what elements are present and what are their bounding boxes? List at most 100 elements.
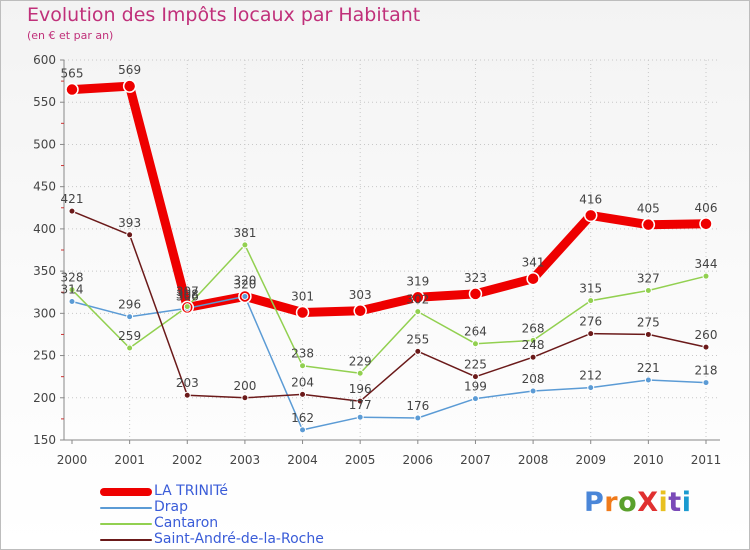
data-point	[299, 426, 307, 434]
data-point	[526, 271, 540, 286]
legend-swatch-cantaron	[100, 523, 152, 525]
data-point	[471, 373, 479, 381]
logo-letter: P	[584, 487, 605, 518]
data-point	[126, 344, 134, 352]
data-label: 276	[579, 315, 602, 329]
logo-letter: t	[668, 487, 682, 518]
data-point	[353, 304, 367, 318]
y-tick-label: 350	[33, 264, 56, 278]
data-point	[126, 231, 134, 239]
data-label: 203	[176, 376, 199, 390]
x-tick-label: 2002	[172, 453, 203, 467]
data-label: 200	[233, 379, 256, 393]
y-tick-label: 450	[33, 180, 56, 194]
data-label: 259	[118, 329, 141, 343]
logo-letter: i	[681, 487, 692, 518]
data-label: 301	[291, 289, 314, 303]
data-point	[126, 313, 134, 321]
x-tick-label: 2009	[575, 453, 606, 467]
series-line	[71, 210, 707, 402]
data-point	[587, 297, 595, 305]
data-label: 319	[406, 274, 429, 288]
data-point	[414, 308, 422, 316]
data-point	[241, 292, 249, 300]
data-point	[414, 347, 422, 355]
logo-letter: o	[618, 487, 638, 518]
series-line	[71, 295, 707, 431]
data-point	[471, 395, 479, 403]
data-label: 344	[695, 257, 718, 271]
data-label: 255	[406, 332, 429, 346]
data-point	[702, 379, 710, 387]
data-point	[183, 303, 191, 311]
x-tick-label: 2011	[691, 453, 722, 467]
data-point	[295, 305, 310, 320]
data-point	[68, 286, 76, 294]
y-tick-label: 550	[33, 95, 56, 109]
x-tick-label: 2000	[57, 453, 88, 467]
data-point	[356, 397, 364, 405]
data-point	[529, 336, 537, 344]
data-point	[299, 362, 307, 370]
x-tick-label: 2008	[518, 453, 549, 467]
y-tick-label: 500	[33, 137, 56, 151]
data-label: 421	[61, 192, 84, 206]
data-label: 381	[233, 226, 256, 240]
data-point	[65, 82, 79, 97]
data-label: 320	[233, 277, 256, 291]
data-point	[356, 369, 364, 377]
data-label: 327	[637, 272, 660, 286]
x-tick-label: 2003	[230, 453, 261, 467]
data-label: 221	[637, 361, 660, 375]
data-point	[183, 391, 191, 399]
y-tick-label: 200	[33, 391, 56, 405]
chart-subtitle: (en € et par an)	[27, 29, 114, 42]
data-label: 264	[464, 325, 487, 339]
data-point	[414, 414, 422, 422]
data-label: 229	[349, 354, 372, 368]
data-point	[644, 330, 652, 338]
legend-label-saint-andre: Saint-André-de-la-Roche	[154, 531, 324, 547]
data-label: 238	[291, 347, 314, 361]
legend-swatch-drap	[100, 507, 152, 509]
logo-letter: r	[604, 487, 619, 518]
data-label: 199	[464, 380, 487, 394]
x-tick-label: 2010	[633, 453, 664, 467]
data-point	[641, 217, 656, 232]
data-point	[529, 353, 537, 361]
data-point	[411, 290, 425, 305]
y-tick-label: 300	[33, 306, 56, 320]
data-point	[529, 387, 537, 395]
data-label: 341	[522, 256, 545, 270]
data-point	[122, 79, 137, 93]
data-point	[356, 413, 364, 421]
data-label: 565	[61, 67, 84, 81]
data-point	[644, 287, 652, 295]
proxiti-logo[interactable]: ProXiti	[584, 487, 691, 518]
logo-letter: X	[637, 487, 659, 518]
data-point	[68, 298, 76, 306]
data-label: 196	[349, 382, 372, 396]
data-label: 296	[118, 298, 141, 312]
data-label: 569	[118, 63, 141, 77]
data-label: 328	[61, 271, 84, 285]
data-point	[68, 207, 76, 215]
data-label: 406	[695, 201, 718, 215]
data-point	[241, 241, 249, 249]
x-tick-label: 2007	[460, 453, 491, 467]
legend-label-cantaron: Cantaron	[154, 515, 219, 531]
chart-title: Evolution des Impôts locaux par Habitant	[27, 4, 421, 26]
data-label: 268	[522, 321, 545, 335]
data-point	[583, 208, 598, 223]
x-tick-label: 2006	[403, 453, 434, 467]
legend-swatch-la-trinite	[100, 488, 152, 496]
data-label: 314	[61, 283, 84, 297]
data-point	[587, 384, 595, 392]
data-point	[702, 272, 710, 280]
y-tick-label: 600	[33, 53, 56, 67]
data-point	[241, 394, 249, 402]
data-label: 323	[464, 271, 487, 285]
data-label: 275	[637, 315, 660, 329]
